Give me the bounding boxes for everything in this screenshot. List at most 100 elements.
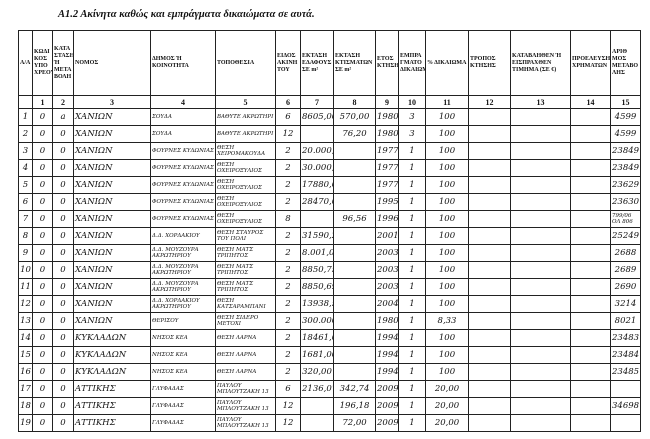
table-cell: 2: [275, 142, 301, 160]
column-header: ΠΡΟΕΛΕΥΣΗ ΧΡΗΜΑΤΩΝ: [570, 30, 611, 96]
table-cell: ΠΑΥΛΟΥ ΜΠΛΟΥΤΖΑΚΗ 13: [215, 397, 276, 415]
table-cell: 4: [18, 159, 33, 177]
table-cell: 8.001,00: [300, 244, 334, 262]
table-cell: 1: [398, 414, 426, 432]
table-cell: 0: [32, 380, 53, 398]
table-cell: ΓΛΥΦΑΔΑΣ: [150, 380, 216, 398]
table-row: 4 0 0 ΧΑΝΙΩΝ ΦΟΥΡΝΕΣ ΚΥΔΩΝΙΑΣ ΘΕΣΗ ΟΧΕΙΡΟΞΥΛΙ…: [18, 159, 641, 177]
column-number: 7: [300, 95, 334, 109]
table-cell: [468, 142, 511, 160]
table-cell: 0: [52, 193, 74, 211]
table-cell: [510, 380, 571, 398]
table-cell: 96,56: [333, 210, 376, 228]
table-cell: 19: [18, 414, 33, 432]
table-cell: 7: [18, 210, 33, 228]
column-header: ΑΡΙΘ ΜΟΣ ΜΕΤΑΒΟ ΛΗΣ: [610, 30, 641, 96]
table-row: 3 0 0 ΧΑΝΙΩΝ ΦΟΥΡΝΕΣ ΚΥΔΩΝΙΑΣ ΘΕΣΗ ΧΕΙΡΟΜΑΚΟΥ…: [18, 142, 641, 160]
table-cell: ΚΥΚΛΑΔΩΝ: [73, 346, 151, 364]
table-cell: 23483: [610, 329, 641, 347]
column-header: ΚΑΤΑ ΣΤΑΣΗ Ή ΜΕΤΑ ΒΟΛΗ: [52, 30, 74, 96]
table-cell: 0: [52, 363, 74, 381]
table-cell: 10: [18, 261, 33, 279]
table-cell: [510, 346, 571, 364]
table-cell: [570, 380, 611, 398]
table-cell: 2009: [375, 397, 399, 415]
table-cell: [300, 210, 334, 228]
table-cell: 0: [32, 414, 53, 432]
table-cell: ΧΑΝΙΩΝ: [73, 227, 151, 245]
table-row: 12 0 0 ΧΑΝΙΩΝ Δ.Δ. ΧΟΡΔΑΚΙΟΥ ΑΚΡΩΤΗΡΙΟΥ ΘΕΣΗ …: [18, 295, 641, 313]
table-cell: [510, 159, 571, 177]
column-header: ΝΟΜΟΣ: [73, 30, 151, 96]
table-cell: ΘΕΣΗ ΣΤΑΥΡΟΣ ΤΟΥ ΠΟΛΙ: [215, 227, 276, 245]
table-cell: [510, 176, 571, 194]
table-cell: 25249: [610, 227, 641, 245]
table-row: 2 0 0 ΧΑΝΙΩΝ ΣΟΥΔΑ ΒΑΘΥΤΕ ΑΚΡΩΤΗΡΙ 12 76,20 1980…: [18, 125, 641, 143]
table-row: 7 0 0 ΧΑΝΙΩΝ ΦΟΥΡΝΕΣ ΚΥΔΩΝΙΑΣ ΘΕΣΗ ΟΧΕΙΡΟΞΥΛΙ…: [18, 210, 641, 228]
table-cell: 100: [425, 227, 469, 245]
table-cell: 1980: [375, 108, 399, 126]
table-cell: [610, 380, 641, 398]
table-cell: ΝΗΣΟΣ ΚΕΑ: [150, 329, 216, 347]
table-cell: [468, 346, 511, 364]
table-cell: 0: [52, 278, 74, 296]
table-cell: ΘΕΣΗ ΜΑΤΣ ΤΡΙΠΗΤΟΣ: [215, 278, 276, 296]
table-cell: 17: [18, 380, 33, 398]
table-cell: 0: [52, 159, 74, 177]
table-cell: [570, 159, 611, 177]
table-cell: 196,18: [333, 397, 376, 415]
table-cell: [510, 278, 571, 296]
table-cell: ΦΟΥΡΝΕΣ ΚΥΔΩΝΙΑΣ: [150, 142, 216, 160]
table-cell: 0: [32, 397, 53, 415]
column-number: 11: [425, 95, 469, 109]
table-cell: [570, 176, 611, 194]
table-cell: [570, 108, 611, 126]
table-row: 13 0 0 ΧΑΝΙΩΝ ΘΕΡΙΣΟΥ ΘΕΣΗ ΣΙΔΕΡΟ ΜΕΤΟΧΙ 2 300.…: [18, 312, 641, 330]
column-number: 15: [610, 95, 641, 109]
table-cell: 1977: [375, 159, 399, 177]
table-cell: [510, 108, 571, 126]
table-cell: 2: [275, 295, 301, 313]
table-cell: 100: [425, 244, 469, 262]
column-header: ΤΟΠΟΘΕΣΙΑ: [215, 30, 276, 96]
table-cell: 23484: [610, 346, 641, 364]
table-cell: [468, 363, 511, 381]
table-cell: [468, 380, 511, 398]
table-cell: 0: [52, 210, 74, 228]
table-cell: 8850,75: [300, 261, 334, 279]
table-cell: 1: [398, 397, 426, 415]
table-cell: 1: [398, 346, 426, 364]
table-cell: ΣΟΥΔΑ: [150, 125, 216, 143]
table-cell: 0: [52, 312, 74, 330]
table-cell: 12: [18, 295, 33, 313]
column-header: ΤΡΟΠΟΣ ΚΤΗΣΗΣ: [468, 30, 511, 96]
table-cell: [333, 261, 376, 279]
table-cell: [610, 414, 641, 432]
table-cell: [333, 363, 376, 381]
table-cell: ΧΑΝΙΩΝ: [73, 261, 151, 279]
table-cell: ΝΗΣΟΣ ΚΕΑ: [150, 363, 216, 381]
table-cell: 8021: [610, 312, 641, 330]
table-cell: 0: [32, 142, 53, 160]
table-cell: 0: [52, 176, 74, 194]
table-cell: 100: [425, 159, 469, 177]
table-cell: 0: [32, 210, 53, 228]
table-cell: [570, 142, 611, 160]
table-cell: 0: [32, 346, 53, 364]
table-cell: 31590,20: [300, 227, 334, 245]
table-cell: ΑΤΤΙΚΗΣ: [73, 380, 151, 398]
table-cell: 20.000,00: [300, 142, 334, 160]
column-number: 9: [375, 95, 399, 109]
table-cell: [570, 295, 611, 313]
table-row: 6 0 0 ΧΑΝΙΩΝ ΦΟΥΡΝΕΣ ΚΥΔΩΝΙΑΣ ΘΕΣΗ ΟΧΕΙΡΟΞΥΛΙ…: [18, 193, 641, 211]
table-cell: 2003: [375, 278, 399, 296]
table-cell: 0: [32, 125, 53, 143]
table-cell: 100: [425, 261, 469, 279]
table-cell: 0: [32, 329, 53, 347]
table-cell: ΑΤΤΙΚΗΣ: [73, 397, 151, 415]
table-cell: 100: [425, 295, 469, 313]
table-cell: 0: [32, 363, 53, 381]
